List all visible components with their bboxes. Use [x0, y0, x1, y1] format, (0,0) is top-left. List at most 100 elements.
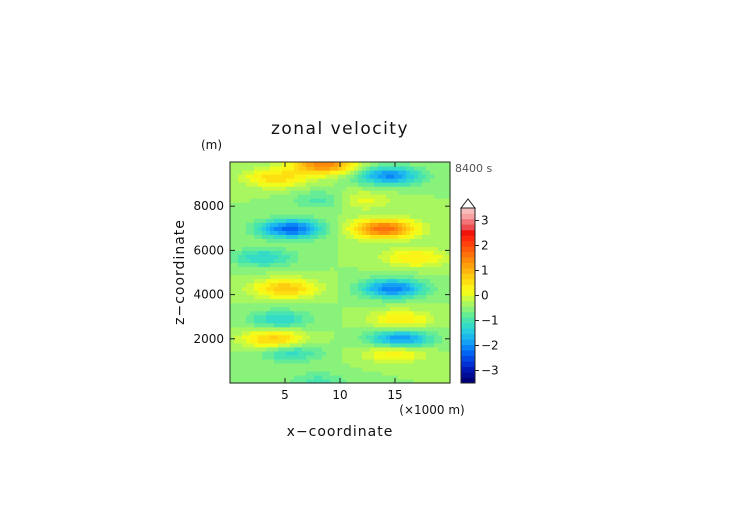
field-cell [298, 254, 303, 260]
field-cell [342, 286, 347, 292]
field-cell [382, 222, 387, 227]
field-cell [346, 326, 351, 332]
field-cell [314, 218, 319, 223]
field-cell [418, 338, 423, 344]
field-cell [350, 162, 355, 167]
field-cell [434, 378, 439, 384]
field-cell [410, 338, 415, 344]
field-cell [390, 262, 395, 268]
field-cell [422, 182, 427, 187]
field-cell [362, 306, 367, 312]
field-cell [270, 358, 275, 364]
field-cell [250, 330, 255, 336]
field-cell [366, 270, 371, 276]
field-cell [426, 270, 431, 276]
field-cell [314, 370, 319, 376]
field-cell [326, 206, 331, 211]
field-cell [266, 274, 271, 280]
field-cell [282, 370, 287, 376]
colorbar-tick-label: 2 [481, 239, 489, 253]
field-cell [254, 282, 259, 288]
field-cell [398, 254, 403, 260]
field-cell [322, 242, 327, 247]
field-cell [334, 194, 339, 199]
field-cell [358, 330, 363, 336]
field-cell [434, 258, 439, 264]
field-cell [278, 278, 283, 284]
field-cell [390, 238, 395, 243]
field-cell [350, 330, 355, 336]
field-cell [398, 314, 403, 320]
field-cell [242, 258, 247, 264]
field-cell [378, 310, 383, 316]
field-cell [270, 326, 275, 332]
field-cell [334, 278, 339, 284]
field-cell [342, 214, 347, 219]
field-cell [242, 274, 247, 280]
field-cell [310, 202, 315, 207]
field-cell [398, 210, 403, 215]
field-cell [378, 246, 383, 251]
field-cell [434, 298, 439, 304]
field-cell [406, 186, 411, 191]
field-cell [406, 234, 411, 239]
field-cell [362, 326, 367, 332]
field-cell [266, 302, 271, 308]
field-cell [386, 354, 391, 360]
field-cell [290, 290, 295, 296]
field-cell [390, 278, 395, 284]
field-cell [306, 258, 311, 264]
field-cell [394, 286, 399, 292]
field-cell [298, 302, 303, 308]
field-cell [278, 226, 283, 231]
field-cell [418, 198, 423, 203]
field-cell [298, 246, 303, 251]
field-cell [318, 334, 323, 340]
field-cell [374, 234, 379, 239]
colorbar-band [461, 300, 475, 307]
field-cell [338, 322, 343, 328]
field-cell [366, 366, 371, 372]
field-cell [442, 242, 447, 247]
field-cell [446, 218, 451, 223]
field-cell [342, 378, 347, 384]
field-cell [430, 322, 435, 328]
field-cell [302, 210, 307, 215]
field-cell [418, 294, 423, 300]
y-unit-label: (m) [201, 138, 222, 152]
field-cell [330, 206, 335, 211]
field-cell [354, 286, 359, 292]
field-cell [302, 314, 307, 320]
field-cell [354, 322, 359, 328]
field-cell [246, 242, 251, 247]
field-cell [306, 370, 311, 376]
field-cell [270, 170, 275, 175]
field-cell [270, 286, 275, 292]
field-cell [430, 202, 435, 207]
field-cell [442, 278, 447, 284]
field-cell [322, 378, 327, 384]
field-cell [386, 338, 391, 344]
field-cell [422, 218, 427, 223]
field-cell [242, 314, 247, 320]
field-cell [258, 218, 263, 223]
field-cell [326, 366, 331, 372]
field-cell [438, 250, 443, 256]
field-cell [398, 270, 403, 276]
field-cell [278, 242, 283, 247]
field-cell [430, 286, 435, 292]
field-cell [294, 242, 299, 247]
field-cell [402, 238, 407, 243]
field-cell [410, 354, 415, 360]
field-cell [298, 262, 303, 268]
field-cell [386, 330, 391, 336]
field-cell [250, 254, 255, 260]
field-cell [270, 226, 275, 231]
field-cell [298, 326, 303, 332]
field-cell [270, 258, 275, 264]
field-cell [430, 162, 435, 167]
field-cell [442, 234, 447, 239]
field-cell [302, 354, 307, 360]
field-cell [362, 302, 367, 308]
field-cell [410, 186, 415, 191]
